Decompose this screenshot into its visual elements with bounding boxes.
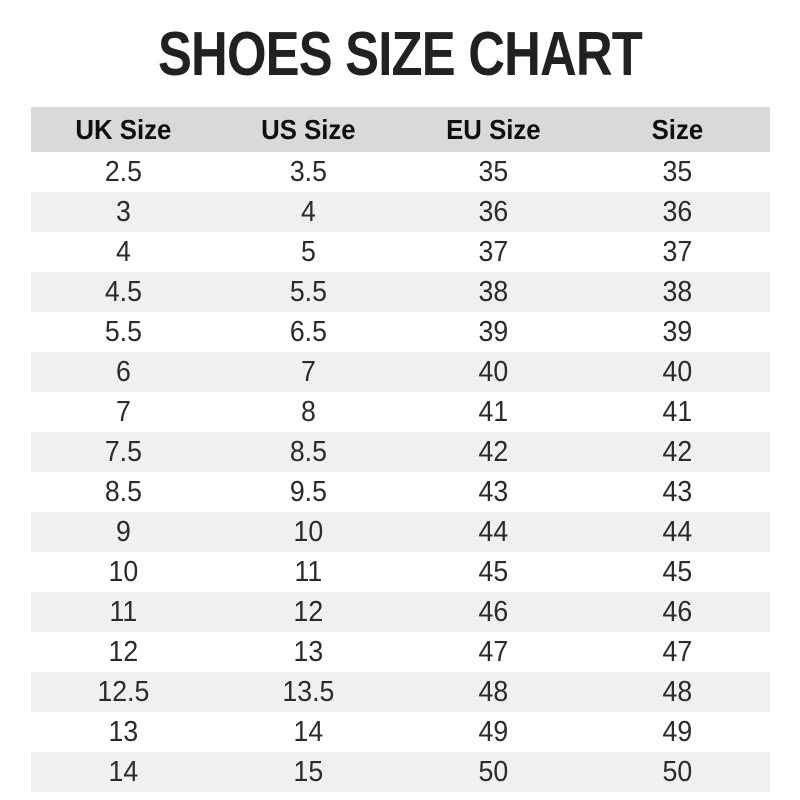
table-row: 4 5 37 37 [31,232,770,272]
table-cell: 14 [108,755,139,788]
table-cell: 5.5 [104,315,142,348]
table-cell: 7 [300,355,316,388]
table-cell: 37 [662,235,693,268]
table-cell: 44 [478,515,508,548]
table-cell: 47 [662,635,693,668]
table-row: 6 7 40 40 [31,352,770,392]
table-cell: 9.5 [289,475,327,508]
table-cell: 38 [478,275,508,308]
table-row: 2.5 3.5 35 35 [31,152,770,192]
table-cell: 8.5 [104,475,142,508]
table-body: 2.5 3.5 35 35 3 4 36 36 4 5 37 37 4.5 5.5 38 38 5.5 6.5 39… [31,152,770,792]
table-cell: 6 [115,355,131,388]
table-cell: 13 [293,635,323,668]
table-cell: 13 [108,715,139,748]
table-cell: 3.5 [289,155,327,188]
table-row: 7 8 41 41 [31,392,770,432]
table-cell: 35 [662,155,693,188]
table-cell: 5.5 [289,275,327,308]
table-row: 9 10 44 44 [31,512,770,552]
table-cell: 15 [293,755,323,788]
table-cell: 39 [478,315,508,348]
table-cell: 4 [115,235,131,268]
table-cell: 48 [662,675,693,708]
table-row: 8.5 9.5 43 43 [31,472,770,512]
table-cell: 40 [662,355,693,388]
table-row: 3 4 36 36 [31,192,770,232]
table-cell: 46 [662,595,693,628]
column-header-uk-size: UK Size [75,113,172,145]
table-cell: 36 [662,195,693,228]
table-cell: 45 [478,555,508,588]
table-cell: 7.5 [104,435,142,468]
table-cell: 6.5 [289,315,327,348]
table-row: 7.5 8.5 42 42 [31,432,770,472]
table-row: 14 15 50 50 [31,752,770,792]
table-cell: 5 [300,235,316,268]
table-cell: 44 [662,515,693,548]
table-row: 12 13 47 47 [31,632,770,672]
table-cell: 35 [478,155,508,188]
table-cell: 38 [662,275,693,308]
table-cell: 42 [662,435,693,468]
table-row: 10 11 45 45 [31,552,770,592]
table-cell: 43 [662,475,693,508]
table-row: 13 14 49 49 [31,712,770,752]
table-cell: 45 [662,555,693,588]
table-cell: 43 [478,475,508,508]
table-cell: 10 [293,515,323,548]
table-cell: 14 [293,715,323,748]
table-cell: 11 [109,595,138,628]
column-header-eu-size: EU Size [445,113,541,145]
size-chart-table: UK Size US Size EU Size Size 2.5 3.5 35 35 3… [31,107,770,792]
table-cell: 4.5 [104,275,142,308]
table-cell: 8.5 [289,435,327,468]
column-header-us-size: US Size [260,113,356,145]
column-header-size: Size [651,113,704,145]
table-cell: 11 [294,555,322,588]
table-cell: 3 [115,195,131,228]
table-cell: 12.5 [97,675,150,708]
table-cell: 41 [662,395,693,428]
table-header-row: UK Size US Size EU Size Size [31,107,770,152]
table-cell: 40 [478,355,508,388]
table-cell: 49 [478,715,508,748]
table-cell: 39 [662,315,693,348]
table-cell: 41 [478,395,508,428]
table-cell: 10 [108,555,139,588]
table-cell: 9 [115,515,131,548]
table-cell: 49 [662,715,693,748]
table-cell: 13.5 [282,675,335,708]
table-row: 5.5 6.5 39 39 [31,312,770,352]
table-cell: 2.5 [104,155,142,188]
table-cell: 50 [662,755,693,788]
table-cell: 46 [478,595,508,628]
table-cell: 12 [108,635,139,668]
table-row: 4.5 5.5 38 38 [31,272,770,312]
table-row: 11 12 46 46 [31,592,770,632]
table-row: 12.5 13.5 48 48 [31,672,770,712]
table-cell: 47 [478,635,508,668]
table-cell: 4 [300,195,316,228]
table-cell: 42 [478,435,508,468]
page-title: SHOES SIZE CHART [157,20,643,89]
table-cell: 7 [115,395,131,428]
table-cell: 36 [478,195,508,228]
table-cell: 37 [478,235,508,268]
table-cell: 50 [478,755,508,788]
table-cell: 48 [478,675,508,708]
table-cell: 12 [293,595,323,628]
table-cell: 8 [300,395,316,428]
